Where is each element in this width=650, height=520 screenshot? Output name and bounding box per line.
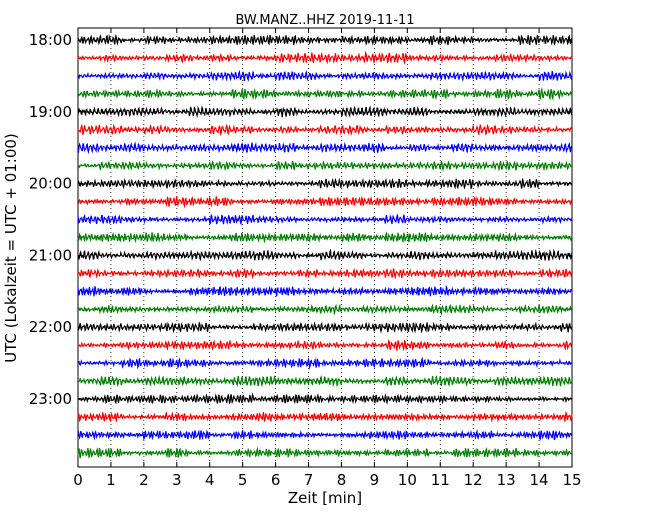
x-tick-label: 15	[562, 471, 581, 489]
seismic-trace-2015	[77, 195, 573, 209]
x-tick-label: 8	[337, 471, 347, 489]
seismic-trace-2200	[77, 320, 573, 334]
seismic-trace-1930	[77, 141, 573, 155]
seismic-trace-2245	[77, 374, 573, 388]
x-tick-label: 9	[370, 471, 380, 489]
y-tick-label: 19:00	[29, 103, 72, 121]
x-tick-label: 3	[172, 471, 182, 489]
seismic-trace-1845	[77, 87, 573, 101]
x-tick-label: 4	[205, 471, 215, 489]
seismic-trace-2345	[77, 446, 572, 459]
x-tick-label: 11	[431, 471, 450, 489]
seismic-trace-2145	[77, 303, 573, 316]
y-tick-label: 20:00	[29, 175, 72, 193]
x-tick-label: 1	[106, 471, 116, 489]
x-tick-label: 7	[304, 471, 314, 489]
y-tick-label: 23:00	[29, 390, 72, 408]
x-tick-label: 5	[238, 471, 248, 489]
seismic-trace-1815	[77, 50, 573, 65]
seismic-trace-2215	[77, 338, 573, 352]
x-tick-label: 13	[497, 471, 516, 489]
seismic-trace-2230	[77, 356, 573, 370]
y-tick-label: 18:00	[29, 31, 72, 49]
seismic-trace-2045	[77, 231, 573, 244]
y-axis-label: UTC (Lokalzeit = UTC + 01:00)	[2, 133, 20, 363]
y-axis-ticks: 18:00 19:00 20:00 21:00 22:00 23:00	[29, 31, 572, 408]
seismic-trace-2000	[77, 177, 573, 190]
y-tick-label: 21:00	[29, 246, 72, 264]
chart-title: BW.MANZ..HHZ 2019-11-11	[235, 13, 414, 28]
seismic-traces	[77, 33, 573, 459]
x-axis-label: Zeit [min]	[288, 489, 362, 507]
seismic-trace-2300	[77, 392, 573, 405]
x-tick-label: 2	[139, 471, 149, 489]
seismic-trace-1830	[77, 69, 573, 82]
x-axis-ticks: 0 1 2 3 4 5 6 7 8 9 10 11 12 13 14 15	[73, 28, 582, 489]
x-tick-label: 12	[464, 471, 483, 489]
seismic-trace-2315	[77, 410, 573, 423]
seismic-trace-1945	[77, 159, 573, 172]
seismic-trace-2100	[77, 248, 573, 262]
x-tick-label: 0	[73, 471, 83, 489]
seismic-trace-2115	[77, 267, 573, 280]
x-tick-label: 6	[271, 471, 281, 489]
seismic-trace-2030	[77, 213, 573, 226]
seismic-trace-2130	[77, 284, 573, 297]
x-tick-label: 14	[530, 471, 549, 489]
x-tick-label: 10	[398, 471, 417, 489]
seismic-trace-1900	[77, 105, 573, 118]
plot-area	[77, 27, 573, 468]
seismic-trace-1800	[77, 33, 573, 46]
seismic-trace-2330	[77, 429, 573, 441]
seismic-trace-1915	[77, 123, 573, 137]
y-tick-label: 22:00	[29, 318, 72, 336]
